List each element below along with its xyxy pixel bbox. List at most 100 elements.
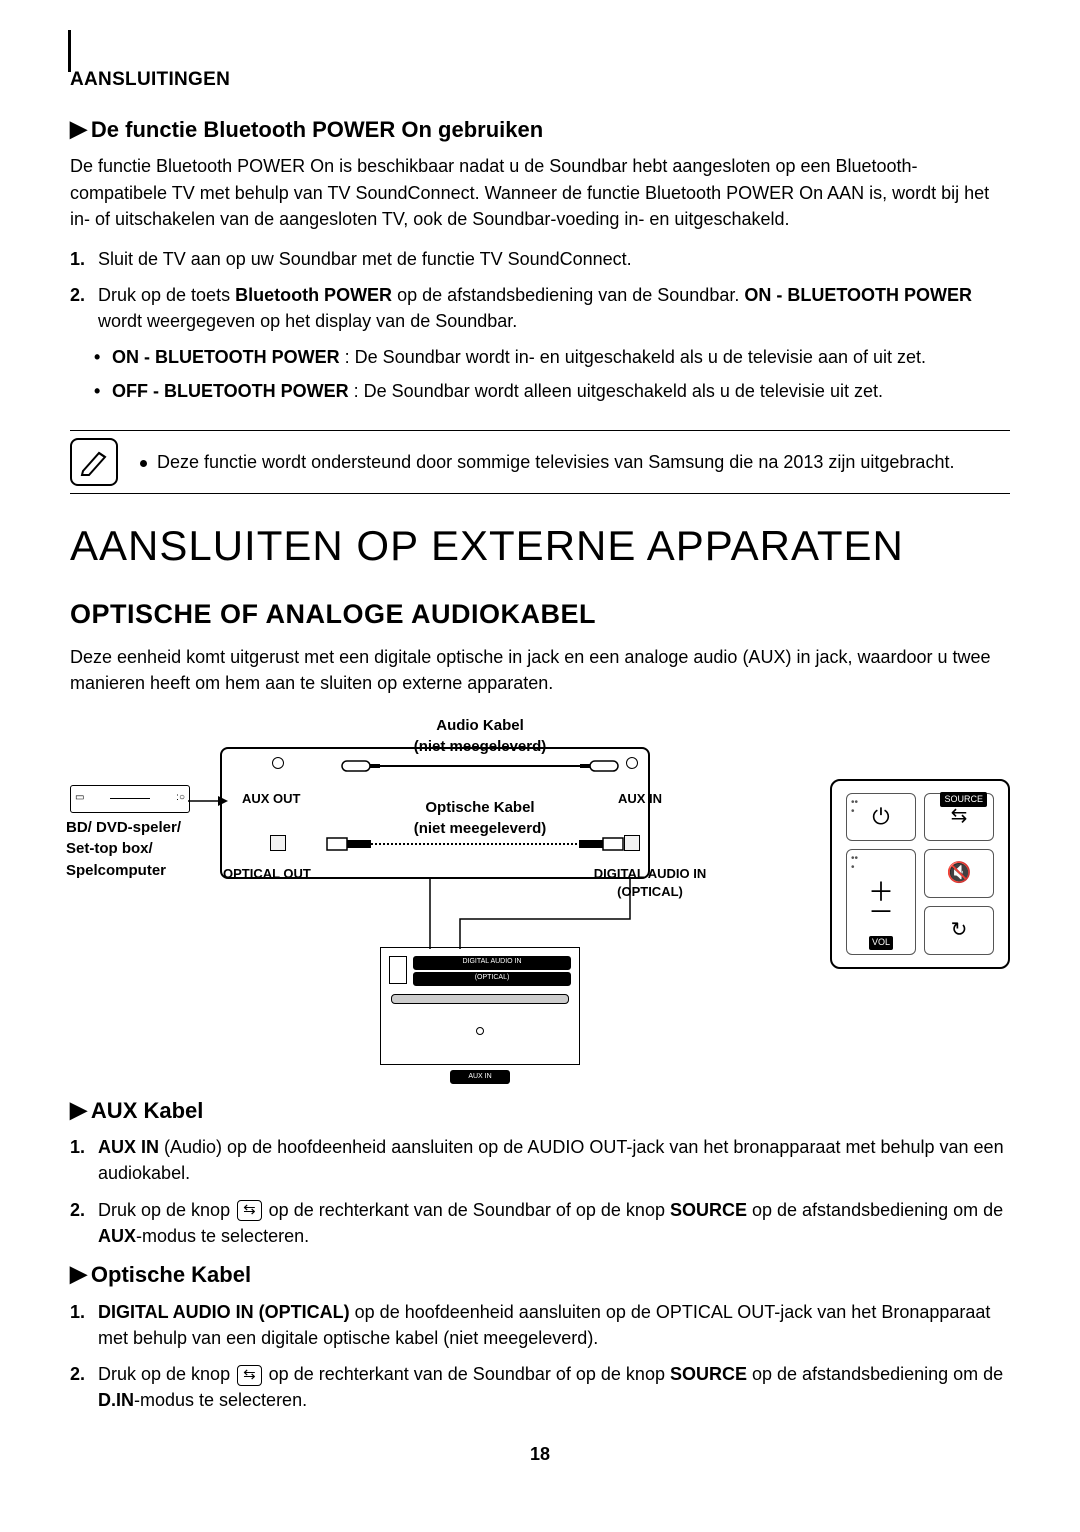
label-aux-in: AUX IN <box>618 790 662 809</box>
section-label: AANSLUITINGEN <box>70 44 1010 94</box>
remote-source-button: SOURCE⇆ <box>924 793 994 842</box>
source-inline-icon: ⇆ <box>237 1200 262 1221</box>
bluetooth-step-1: 1. Sluit de TV aan op uw Soundbar met de… <box>70 246 1010 272</box>
t: Optische Kabel <box>91 1262 251 1287</box>
label-bd-player: BD/ DVD-speler/ Set-top box/ Spelcompute… <box>66 817 216 882</box>
label-digital-audio-in: DIGITAL AUDIO IN (OPTICAL) <box>580 865 720 903</box>
optische-heading: ▶Optische Kabel <box>70 1259 1010 1291</box>
t: op de rechterkant van de Soundbar of op … <box>264 1200 670 1220</box>
t: DIGITAL AUDIO IN <box>594 866 706 881</box>
soundbar-back-icon: DIGITAL AUDIO IN (OPTICAL) AUX IN <box>380 947 580 1065</box>
opt-step-1: 1. DIGITAL AUDIO IN (OPTICAL) op de hoof… <box>70 1299 1010 1351</box>
triangle-icon: ▶ <box>70 1258 87 1290</box>
bd-player-icon: ▭:○ <box>70 785 190 813</box>
bluetooth-steps: 1. Sluit de TV aan op uw Soundbar met de… <box>70 246 1010 334</box>
page-number: 18 <box>70 1441 1010 1467</box>
source-inline-icon: ⇆ <box>237 1365 262 1386</box>
bluetooth-heading: ▶De functie Bluetooth POWER On gebruiken <box>70 114 1010 146</box>
t: (OPTICAL) <box>475 973 510 983</box>
aux-step-2: 2. Druk op de knop ⇆ op de rechterkant v… <box>70 1197 1010 1249</box>
aux-heading: ▶AUX Kabel <box>70 1095 1010 1127</box>
t: Spelcomputer <box>66 862 166 879</box>
aux-out-plug <box>272 757 284 769</box>
t: : De Soundbar wordt alleen uitgeschakeld… <box>349 381 883 401</box>
note-text: Deze functie wordt ondersteund door somm… <box>140 431 954 493</box>
bullet-off: OFF - BLUETOOTH POWER : De Soundbar word… <box>112 378 1010 404</box>
t: DIGITAL AUDIO IN <box>462 957 521 967</box>
optical-out-jack <box>270 835 286 851</box>
triangle-icon: ▶ <box>70 113 87 145</box>
ext-intro: Deze eenheid komt uitgerust met een digi… <box>70 644 1010 696</box>
t: wordt weergegeven op het display van de … <box>98 311 517 331</box>
step-text: Druk op de knop ⇆ op de rechterkant van … <box>98 1361 1010 1413</box>
t: AUX IN <box>468 1072 491 1082</box>
t: Druk op de knop <box>98 1200 235 1220</box>
t: SOURCE <box>670 1364 747 1384</box>
t: Druk op de knop <box>98 1364 235 1384</box>
step-number: 1. <box>70 1134 98 1186</box>
t: Audio Kabel <box>436 717 524 734</box>
t: op de afstandsbediening om de <box>747 1200 1003 1220</box>
bluetooth-heading-text: De functie Bluetooth POWER On gebruiken <box>91 117 543 142</box>
connection-diagram: Audio Kabel (niet meegeleverd) AUX OUT A… <box>70 715 1010 1085</box>
t: SOURCE <box>670 1200 747 1220</box>
bluetooth-step-2: 2. Druk op de toets Bluetooth POWER op d… <box>70 282 1010 334</box>
step-text: AUX IN (Audio) op de hoofdeenheid aanslu… <box>98 1134 1010 1186</box>
step-text: Druk op de knop ⇆ op de rechterkant van … <box>98 1197 1010 1249</box>
step-text: DIGITAL AUDIO IN (OPTICAL) op de hoofdee… <box>98 1299 1010 1351</box>
aux-step-1: 1. AUX IN (Audio) op de hoofdeenheid aan… <box>70 1134 1010 1186</box>
remote-mute-button: 🔇 <box>924 849 994 898</box>
note-box: Deze functie wordt ondersteund door somm… <box>70 430 1010 494</box>
step-number: 2. <box>70 1197 98 1249</box>
aux-in-plug <box>626 757 638 769</box>
t: -modus te selecteren. <box>134 1390 307 1410</box>
t: (Audio) op de hoofdeenheid aansluiten op… <box>98 1137 1004 1183</box>
remote-volume-button: •••＋－VOL <box>846 849 916 954</box>
bluetooth-bullets: ON - BLUETOOTH POWER : De Soundbar wordt… <box>70 344 1010 404</box>
t: Deze functie wordt ondersteund door somm… <box>157 452 954 472</box>
step-text: Sluit de TV aan op uw Soundbar met de fu… <box>98 246 632 272</box>
remote-icon: •••⏻ SOURCE⇆ •••＋－VOL 🔇 ↻ <box>830 779 1010 969</box>
opt-step-2: 2. Druk op de knop ⇆ op de rechterkant v… <box>70 1361 1010 1413</box>
t: OFF - BLUETOOTH POWER <box>112 381 349 401</box>
t: ON - BLUETOOTH POWER <box>112 347 340 367</box>
bluetooth-intro: De functie Bluetooth POWER On is beschik… <box>70 153 1010 231</box>
remote-power-button: •••⏻ <box>846 793 916 842</box>
t: Bluetooth POWER <box>235 285 392 305</box>
t: Set-top box/ <box>66 840 153 857</box>
step-number: 2. <box>70 282 98 334</box>
t: DIGITAL AUDIO IN (OPTICAL) <box>98 1302 350 1322</box>
main-title: AANSLUITEN OP EXTERNE APPARATEN <box>70 516 1010 577</box>
t: op de afstandsbediening om de <box>747 1364 1003 1384</box>
label-optical-out: OPTICAL OUT <box>223 865 311 884</box>
t: SOURCE <box>940 792 987 807</box>
remote-repeat-button: ↻ <box>924 906 994 955</box>
bullet-icon <box>140 460 147 467</box>
t: BD/ DVD-speler/ <box>66 819 181 836</box>
t: Druk op de toets <box>98 285 235 305</box>
triangle-icon: ▶ <box>70 1094 87 1126</box>
t: AUX Kabel <box>91 1098 203 1123</box>
t: (OPTICAL) <box>617 884 683 899</box>
label-optische-kabel: Optische Kabel (niet meegeleverd) <box>390 797 570 841</box>
step-number: 2. <box>70 1361 98 1413</box>
opt-steps: 1. DIGITAL AUDIO IN (OPTICAL) op de hoof… <box>70 1299 1010 1413</box>
bullet-on: ON - BLUETOOTH POWER : De Soundbar wordt… <box>112 344 1010 370</box>
subtitle: OPTISCHE OF ANALOGE AUDIOKABEL <box>70 595 1010 634</box>
t: VOL <box>869 936 893 949</box>
step-number: 1. <box>70 1299 98 1351</box>
step-number: 1. <box>70 246 98 272</box>
t: D.IN <box>98 1390 134 1410</box>
aux-steps: 1. AUX IN (Audio) op de hoofdeenheid aan… <box>70 1134 1010 1248</box>
t: : De Soundbar wordt in- en uitgeschakeld… <box>340 347 926 367</box>
t: AUX IN <box>98 1137 159 1157</box>
digital-in-jack <box>624 835 640 851</box>
note-icon <box>70 438 118 486</box>
t: op de afstandsbediening van de Soundbar. <box>392 285 744 305</box>
t: -modus te selecteren. <box>136 1226 309 1246</box>
label-aux-out: AUX OUT <box>242 790 301 809</box>
step-text: Druk op de toets Bluetooth POWER op de a… <box>98 282 1010 334</box>
t: (niet meegeleverd) <box>414 820 547 837</box>
t: ON - BLUETOOTH POWER <box>744 285 972 305</box>
t: op de rechterkant van de Soundbar of op … <box>264 1364 670 1384</box>
